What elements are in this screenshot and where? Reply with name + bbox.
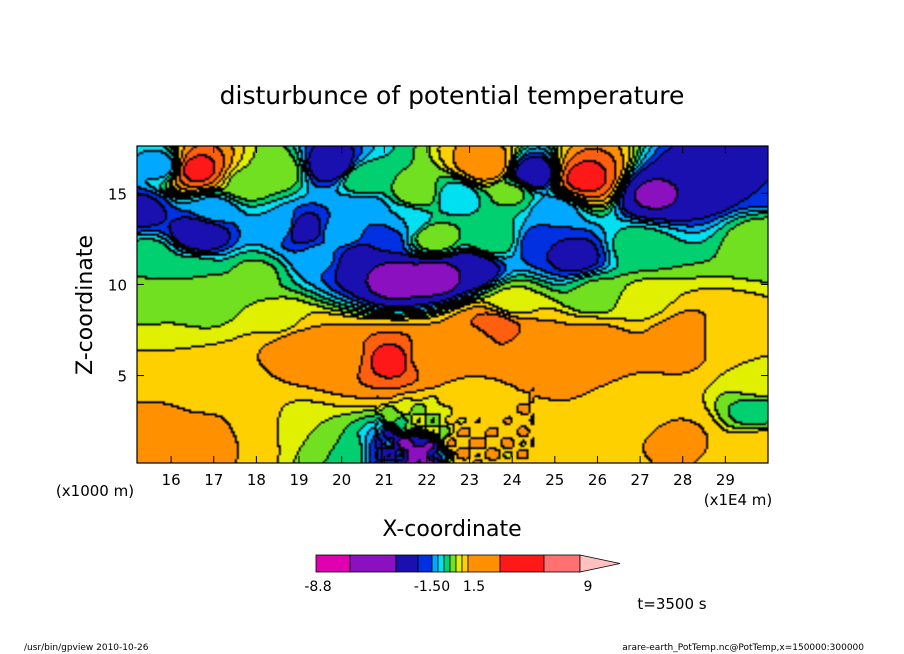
colorbar-label-pos: 1.5 bbox=[463, 579, 485, 595]
chart-title: disturbunce of potential temperature bbox=[220, 81, 685, 110]
x-axis-label: X-coordinate bbox=[382, 517, 521, 542]
colorbar bbox=[315, 554, 621, 573]
x-tick-label: 16 bbox=[162, 471, 181, 489]
footer-left: /usr/bin/gpview 2010-10-26 bbox=[24, 643, 149, 653]
x-tick-label: 29 bbox=[716, 471, 735, 489]
x-tick-label: 28 bbox=[673, 471, 692, 489]
colorbar-segment bbox=[443, 554, 451, 573]
colorbar-segment bbox=[455, 554, 463, 573]
colorbar-segment bbox=[461, 554, 469, 573]
y-axis-label: Z-coordinate bbox=[73, 235, 98, 375]
colorbar-segment bbox=[449, 554, 457, 573]
colorbar-segment bbox=[349, 554, 397, 573]
colorbar-label-neg: -1.50 bbox=[414, 579, 450, 595]
x-tick-label: 23 bbox=[460, 471, 479, 489]
x-tick-label: 20 bbox=[332, 471, 351, 489]
y-unit-label: (x1000 m) bbox=[56, 482, 134, 500]
colorbar-segment bbox=[417, 554, 433, 573]
plot-area bbox=[136, 145, 769, 464]
colorbar-segment bbox=[315, 554, 351, 573]
colorbar-segment bbox=[431, 554, 439, 573]
y-tick-label: 15 bbox=[108, 185, 127, 203]
y-tick-label: 5 bbox=[117, 368, 127, 386]
x-tick-label: 24 bbox=[503, 471, 522, 489]
plot-frame bbox=[136, 145, 769, 464]
colorbar-labels: -8.8 -1.50 1.5 9 bbox=[304, 579, 592, 595]
time-annotation: t=3500 s bbox=[637, 595, 706, 613]
x-tick-label: 27 bbox=[631, 471, 650, 489]
x-tick-label: 19 bbox=[289, 471, 308, 489]
colorbar-arrow bbox=[579, 554, 621, 573]
colorbar-label-min: -8.8 bbox=[304, 579, 331, 595]
colorbar-segment bbox=[467, 554, 501, 573]
y-tick-label: 10 bbox=[108, 276, 127, 294]
y-axis: 5 10 15 bbox=[108, 185, 768, 386]
x-tick-label: 22 bbox=[417, 471, 436, 489]
x-tick-label: 26 bbox=[588, 471, 607, 489]
colorbar-segment bbox=[395, 554, 419, 573]
x-axis: 16 17 18 19 20 21 22 23 24 25 26 27 28 29 bbox=[162, 146, 735, 489]
colorbar-segment bbox=[543, 554, 581, 573]
x-tick-label: 21 bbox=[375, 471, 394, 489]
colorbar-segment bbox=[499, 554, 545, 573]
x-tick-label: 25 bbox=[545, 471, 564, 489]
colorbar-label-max: 9 bbox=[584, 579, 593, 595]
x-tick-label: 17 bbox=[204, 471, 223, 489]
x-tick-label: 18 bbox=[247, 471, 266, 489]
footer-right: arare-earth_PotTemp.nc@PotTemp,x=150000:… bbox=[622, 643, 864, 653]
colorbar-segment bbox=[437, 554, 445, 573]
x-unit-label: (x1E4 m) bbox=[704, 491, 773, 509]
contour-field bbox=[137, 146, 768, 463]
